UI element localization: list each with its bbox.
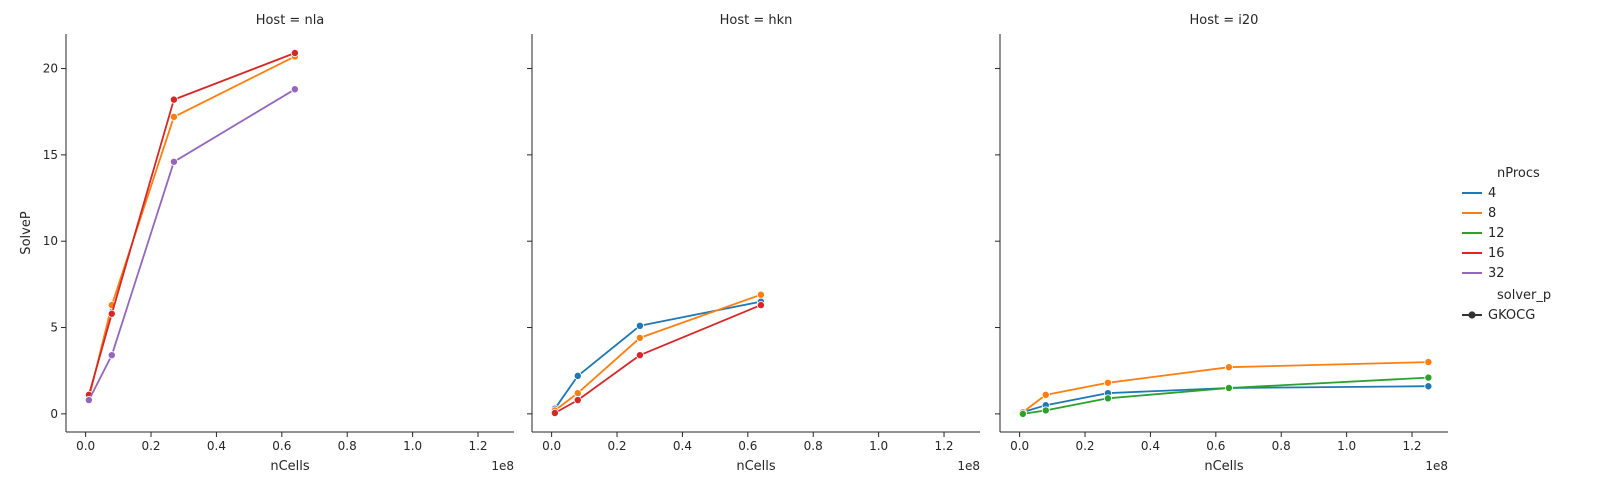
x-tick-label: 1.0 <box>869 439 888 453</box>
x-tick-label: 1.0 <box>1337 439 1356 453</box>
data-point-0-32-3 <box>290 85 299 94</box>
panel-title-1: Host = hkn <box>720 13 793 28</box>
data-point-2-8-1 <box>1041 390 1050 399</box>
x-tick-label: 0.4 <box>673 439 692 453</box>
x-offset-label-1: 1e8 <box>957 459 980 473</box>
x-tick-label: 0.6 <box>738 439 757 453</box>
panel-title-0: Host = nla <box>256 13 325 28</box>
data-point-1-16-1 <box>573 396 582 405</box>
x-tick-label: 0.0 <box>1010 439 1029 453</box>
data-point-2-4-4 <box>1424 382 1433 391</box>
data-point-0-16-1 <box>107 309 116 318</box>
x-tick-label: 0.2 <box>1075 439 1094 453</box>
x-offset-label-0: 1e8 <box>491 459 514 473</box>
y-tick-label: 10 <box>43 234 58 248</box>
x-tick-label: 0.2 <box>607 439 626 453</box>
legend-label-4: 4 <box>1488 186 1496 201</box>
data-point-0-32-0 <box>84 396 93 405</box>
x-tick-label: 1.2 <box>468 439 487 453</box>
x-axis-label-2: nCells <box>1204 459 1244 474</box>
x-axis-label-1: nCells <box>736 459 776 474</box>
x-tick-label: 0.4 <box>207 439 226 453</box>
legend-hue-title: nProcs <box>1497 166 1540 181</box>
data-point-0-8-2 <box>169 112 178 121</box>
y-tick-label: 20 <box>43 62 58 76</box>
data-point-1-8-1 <box>573 389 582 398</box>
legend-style-label-0: GKOCG <box>1488 308 1535 323</box>
data-point-1-16-3 <box>756 301 765 310</box>
data-point-2-12-3 <box>1224 383 1233 392</box>
data-point-0-32-1 <box>107 351 116 360</box>
legend-label-16: 16 <box>1488 246 1505 261</box>
series-line-0-16 <box>88 52 296 396</box>
series-line-0-32 <box>88 88 296 401</box>
y-axis-label: SolveP <box>19 211 34 255</box>
x-tick-label: 0.6 <box>272 439 291 453</box>
x-tick-label: 1.2 <box>1402 439 1421 453</box>
data-point-2-12-0 <box>1018 409 1027 418</box>
series-line-2-12 <box>1022 376 1429 415</box>
y-tick-label: 0 <box>50 407 58 421</box>
data-point-2-12-1 <box>1041 406 1050 415</box>
data-point-0-32-2 <box>169 157 178 166</box>
data-point-2-8-2 <box>1103 378 1112 387</box>
x-axis-label-0: nCells <box>270 459 310 474</box>
y-tick-label: 15 <box>43 148 58 162</box>
series-line-1-4 <box>554 300 762 410</box>
x-tick-label: 0.8 <box>804 439 823 453</box>
data-point-1-16-0 <box>550 409 559 418</box>
series-line-1-8 <box>554 293 762 412</box>
legend-label-8: 8 <box>1488 206 1496 221</box>
legend-label-32: 32 <box>1488 266 1505 281</box>
data-point-0-16-3 <box>290 48 299 57</box>
x-tick-label: 0.2 <box>141 439 160 453</box>
legend-style-title: solver_p <box>1497 288 1551 303</box>
data-point-1-16-2 <box>635 351 644 360</box>
x-tick-label: 1.2 <box>934 439 953 453</box>
data-point-1-4-1 <box>573 371 582 380</box>
x-tick-label: 1.0 <box>403 439 422 453</box>
legend-style-marker-0 <box>1468 311 1476 319</box>
panel-title-2: Host = i20 <box>1190 13 1259 28</box>
x-tick-label: 0.0 <box>542 439 561 453</box>
x-tick-label: 0.0 <box>76 439 95 453</box>
data-point-1-8-2 <box>635 333 644 342</box>
series-line-1-16 <box>554 304 762 414</box>
x-tick-label: 0.6 <box>1206 439 1225 453</box>
data-point-2-12-2 <box>1103 394 1112 403</box>
x-tick-label: 0.8 <box>338 439 357 453</box>
x-tick-label: 0.8 <box>1272 439 1291 453</box>
data-point-2-8-3 <box>1224 363 1233 372</box>
data-point-2-12-4 <box>1424 373 1433 382</box>
data-point-2-8-4 <box>1424 358 1433 367</box>
data-point-1-4-2 <box>635 321 644 330</box>
data-point-1-8-3 <box>756 290 765 299</box>
y-tick-label: 5 <box>50 321 58 335</box>
data-point-0-16-2 <box>169 95 178 104</box>
legend-label-12: 12 <box>1488 226 1505 241</box>
x-offset-label-2: 1e8 <box>1425 459 1448 473</box>
x-tick-label: 0.4 <box>1141 439 1160 453</box>
